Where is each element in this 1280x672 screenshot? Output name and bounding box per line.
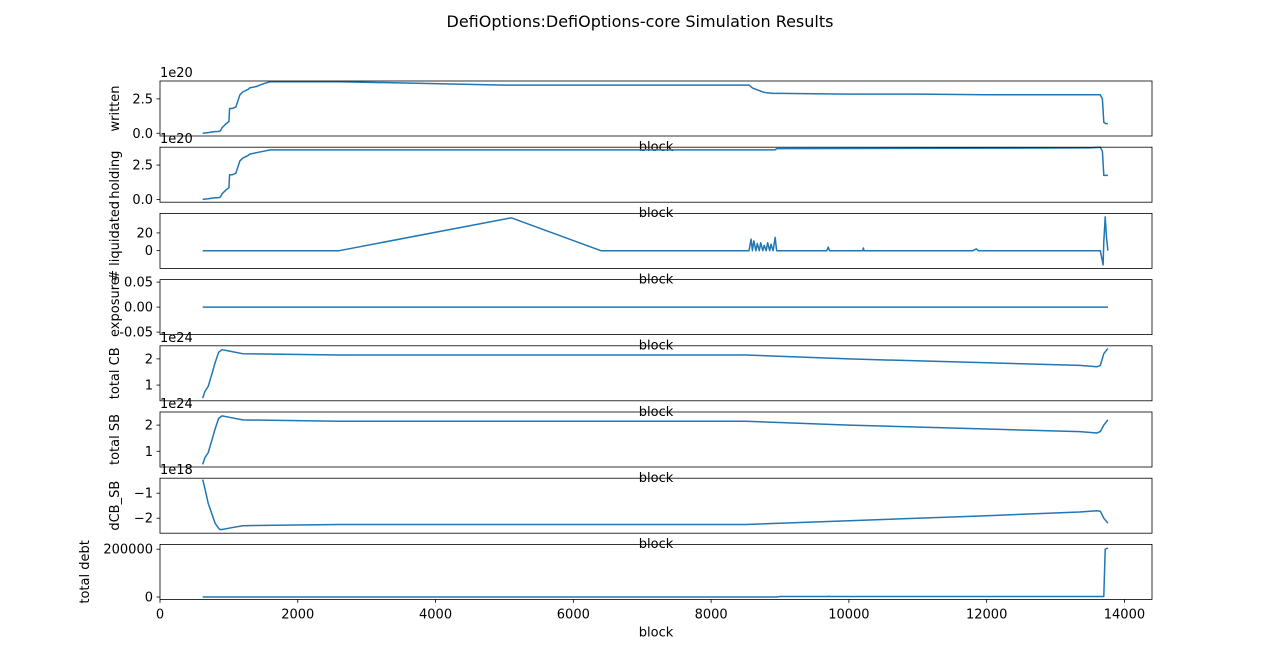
y-axis-label: holding	[108, 151, 123, 199]
series-line	[202, 547, 1109, 598]
y-axis-label: dCB_SB	[108, 481, 123, 531]
ytick-label: 0	[145, 244, 153, 259]
ytick-label: 2.5	[132, 92, 153, 107]
axes-frame	[159, 146, 1153, 203]
xtick-label: 0	[156, 607, 164, 622]
series-line	[202, 146, 1108, 201]
xtick-label: 12000	[966, 607, 1007, 622]
series-line	[202, 216, 1109, 266]
y-axis-label: total CB	[108, 347, 123, 399]
ytick-label: -0.05	[119, 326, 153, 341]
ytick-label: 0	[145, 591, 153, 606]
axes-frame	[159, 345, 1153, 402]
series-line	[201, 479, 1109, 531]
y-axis-label: total debt	[78, 540, 93, 603]
offset-text: 1e18	[160, 463, 193, 478]
y-axis-label: total SB	[108, 414, 123, 465]
subplot-7: 0 200000 total debt 0 2000 4000 6000 8000 10000 1…	[78, 540, 1153, 640]
axes-frame	[159, 411, 1153, 468]
subplot-2: 020# liquidated block	[108, 201, 1153, 287]
series-line	[202, 80, 1108, 135]
xtick-label: 14000	[1104, 607, 1145, 622]
ytick-label: 2.5	[132, 159, 153, 174]
ytick-label: 1	[145, 445, 153, 460]
ytick-label: 0.05	[124, 276, 153, 291]
y-axis-label: written	[108, 85, 123, 131]
series-line	[201, 347, 1109, 399]
offset-text: 1e20	[160, 66, 193, 81]
xtick-label: 2000	[281, 607, 314, 622]
axes-frame	[159, 80, 1153, 137]
ytick-label: 0.0	[132, 127, 153, 142]
figure-title: DefiOptions:DefiOptions-core Simulation …	[447, 12, 834, 31]
y-axis-label: # liquidated	[108, 201, 123, 281]
ytick-label: 2	[145, 352, 153, 367]
x-axis-label: block	[639, 625, 674, 640]
ytick-label: 20	[136, 226, 153, 241]
ytick-label: 1	[145, 379, 153, 394]
xtick-label: 4000	[419, 607, 452, 622]
ytick-label: 2	[145, 419, 153, 434]
ytick-label: −2	[134, 512, 153, 527]
xtick-label: 6000	[557, 607, 590, 622]
offset-text: 1e24	[160, 397, 193, 412]
offset-text: 1e20	[160, 132, 193, 147]
series-line	[201, 415, 1109, 465]
xtick-label: 10000	[828, 607, 869, 622]
axes-frame	[159, 212, 1153, 269]
axes-frame	[159, 544, 1153, 600]
ytick-label: 200000	[103, 543, 153, 558]
y-axis-label: exposure	[108, 277, 123, 337]
ytick-label: −1	[134, 487, 153, 502]
offset-text: 1e24	[160, 331, 193, 346]
ytick-label: 0.00	[124, 301, 153, 316]
xtick-label: 8000	[695, 607, 728, 622]
axes-frame	[159, 477, 1153, 534]
ytick-label: 0.0	[132, 193, 153, 208]
